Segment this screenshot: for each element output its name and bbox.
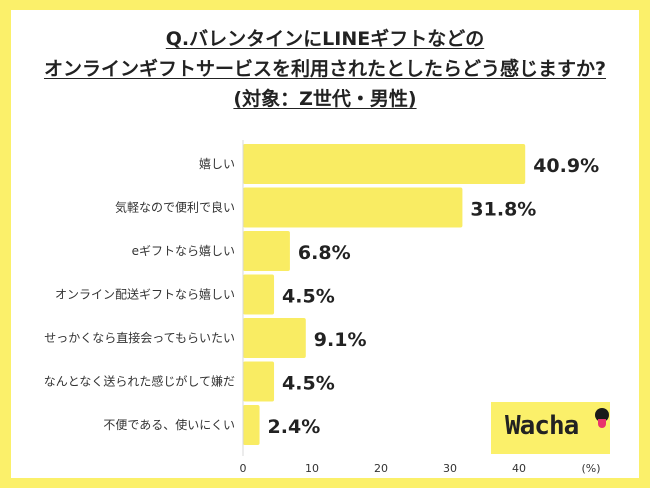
value-label-6: 2.4% [268, 416, 321, 438]
category-label-2: eギフトなら嬉しい [132, 244, 235, 258]
title-line-1: Q.バレンタインにLINEギフトなどの [165, 28, 485, 50]
bar-3 [243, 274, 275, 315]
x-tick-2: 20 [374, 462, 388, 475]
category-label-1: 気軽なので便利で良い [115, 200, 235, 215]
card-background [11, 10, 639, 478]
wacha-logo: Wacha [491, 402, 610, 454]
category-label-4: せっかくなら直接会ってもらいたい [44, 330, 235, 345]
bar-0 [243, 144, 526, 184]
x-tick-0: 0 [240, 462, 247, 475]
category-label-0: 嬉しい [199, 157, 235, 171]
logo-face-icon [595, 408, 609, 422]
x-axis-label: (%) [581, 462, 600, 475]
value-label-5: 4.5% [282, 373, 335, 395]
x-tick-4: 40 [512, 462, 526, 475]
value-label-0: 40.9% [533, 155, 599, 177]
bar-5 [243, 361, 275, 402]
value-label-4: 9.1% [314, 329, 367, 351]
value-label-3: 4.5% [282, 286, 335, 308]
title-line-2: オンラインギフトサービスを利用されたとしたらどう感じますか? [43, 58, 607, 80]
bar-6 [243, 405, 260, 445]
value-label-2: 6.8% [298, 242, 351, 264]
category-label-6: 不便である、使いにくい [103, 417, 235, 432]
category-label-5: なんとなく送られた感じがして嫌だ [44, 374, 235, 389]
bar-4 [243, 318, 306, 358]
logo-tongue-icon [598, 419, 606, 428]
logo-text: Wacha [505, 411, 579, 441]
x-tick-1: 10 [305, 462, 319, 475]
value-label-1: 31.8% [470, 199, 536, 221]
bar-1 [243, 187, 463, 228]
chart-title: Q.バレンタインにLINEギフトなどの オンラインギフトサービスを利用されたとし… [0, 24, 650, 114]
x-tick-3: 30 [443, 462, 457, 475]
title-line-3: (対象：Z世代・男性) [233, 88, 417, 110]
category-label-3: オンライン配送ギフトなら嬉しい [55, 287, 235, 302]
bar-2 [243, 231, 290, 271]
